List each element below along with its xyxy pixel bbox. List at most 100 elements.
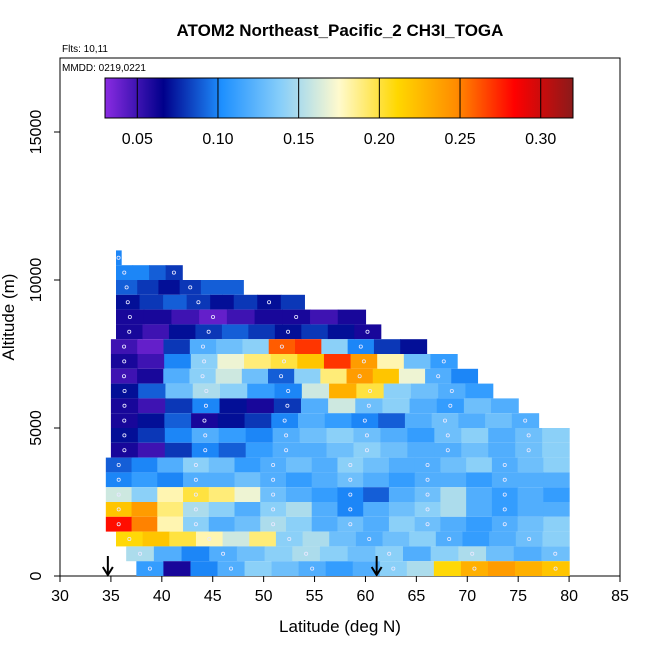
sample-point xyxy=(502,492,507,497)
heatmap-cell xyxy=(142,531,170,547)
heatmap-cell xyxy=(272,428,301,443)
heatmap-cell xyxy=(285,487,313,502)
heatmap-cell xyxy=(199,309,228,325)
x-tick-label: 50 xyxy=(255,588,273,605)
heatmap-cell xyxy=(297,354,325,369)
heatmap-cell xyxy=(143,309,173,325)
sample-point xyxy=(348,507,353,512)
heatmap-cell xyxy=(226,309,256,325)
sample-point xyxy=(364,448,369,453)
heatmap-cell xyxy=(234,487,261,502)
heatmap-cell xyxy=(208,516,236,532)
heatmap-cell xyxy=(116,265,134,280)
heatmap-cell xyxy=(440,516,467,532)
y-tick-label: 0 xyxy=(28,571,45,580)
heatmap-cell xyxy=(116,250,122,266)
sample-point xyxy=(122,388,127,393)
heatmap-cell xyxy=(440,472,467,488)
heatmap-cell xyxy=(189,368,217,384)
heatmap-cell xyxy=(460,561,489,576)
sample-point xyxy=(449,388,454,393)
heatmap-cell xyxy=(217,354,245,369)
heatmap-cell xyxy=(163,368,191,384)
heatmap-cell xyxy=(388,502,416,517)
heatmap-cell xyxy=(264,546,293,562)
x-tick-label: 35 xyxy=(102,588,120,605)
x-tick-label: 75 xyxy=(509,588,527,605)
heatmap-cell xyxy=(346,368,374,384)
heatmap-cell xyxy=(220,383,248,399)
heatmap-cell xyxy=(299,428,328,443)
heatmap-cell xyxy=(110,428,139,443)
heatmap-cell xyxy=(491,472,519,488)
sample-point xyxy=(445,433,450,438)
heatmap-cell xyxy=(487,561,516,576)
heatmap-cell xyxy=(414,487,442,502)
heatmap-cell xyxy=(298,413,326,428)
sample-point xyxy=(279,374,284,379)
sample-point xyxy=(193,462,198,467)
sample-point xyxy=(470,551,475,556)
heatmap-cell xyxy=(165,398,193,414)
heatmap-cell xyxy=(218,442,247,458)
heatmap-cell xyxy=(300,398,329,414)
heatmap-cell xyxy=(149,265,167,280)
heatmap-cell xyxy=(380,442,408,458)
y-tick-label: 10000 xyxy=(28,258,45,303)
sample-point xyxy=(284,433,289,438)
heatmap-cell xyxy=(165,383,194,399)
sample-point xyxy=(553,551,558,556)
heatmap-cell xyxy=(379,561,408,576)
heatmap-cell xyxy=(517,457,544,473)
sample-point xyxy=(221,551,226,556)
heatmap-cell xyxy=(110,354,139,369)
heatmap-cell xyxy=(380,428,408,443)
sample-point xyxy=(116,255,121,260)
heatmap-cell xyxy=(542,531,570,547)
heatmap-cell xyxy=(310,309,339,325)
heatmap-cell xyxy=(116,280,138,295)
heatmap-cell xyxy=(190,561,219,576)
heatmap-cell xyxy=(282,309,311,325)
sample-point xyxy=(271,462,276,467)
heatmap-cell xyxy=(137,339,165,354)
heatmap-cell xyxy=(126,546,155,562)
heatmap-cell xyxy=(246,398,275,414)
heatmap-cell xyxy=(350,354,378,369)
heatmap-cell xyxy=(410,383,439,399)
x-tick-label: 40 xyxy=(153,588,171,605)
heatmap-cell xyxy=(105,487,133,502)
heatmap-cell xyxy=(491,502,519,517)
heatmap-cell xyxy=(138,398,166,414)
x-tick-label: 55 xyxy=(306,588,324,605)
heatmap-cell xyxy=(242,339,270,354)
heatmap-cell xyxy=(363,502,390,517)
colorbar-tick-label: 0.20 xyxy=(364,131,395,148)
heatmap-cell xyxy=(200,280,223,295)
heatmap-cell xyxy=(372,368,400,384)
heatmap-cell xyxy=(295,339,322,354)
sample-point xyxy=(294,314,299,319)
sample-point xyxy=(193,507,198,512)
x-tick-label: 85 xyxy=(611,588,629,605)
dates-label: MMDD: 0219,0221 xyxy=(62,63,146,74)
sample-point xyxy=(271,522,276,527)
heatmap-cell xyxy=(373,339,401,354)
sample-point xyxy=(358,344,363,349)
heatmap-cell xyxy=(131,487,158,502)
heatmap-cell xyxy=(515,561,543,576)
heatmap-cell xyxy=(543,516,570,532)
heatmap-cell xyxy=(363,457,390,473)
sample-point xyxy=(502,462,507,467)
arrow-marker xyxy=(370,556,383,577)
heatmap-cell xyxy=(219,398,248,414)
heatmap-cell xyxy=(142,324,170,340)
heatmap-cell xyxy=(489,531,517,547)
sample-point xyxy=(502,522,507,527)
heatmap-cell xyxy=(192,383,221,399)
heatmap-cell xyxy=(434,442,462,458)
sample-point xyxy=(526,448,531,453)
heatmap-cell xyxy=(301,324,329,340)
sample-point xyxy=(348,477,353,482)
heatmap-cell xyxy=(440,502,467,517)
